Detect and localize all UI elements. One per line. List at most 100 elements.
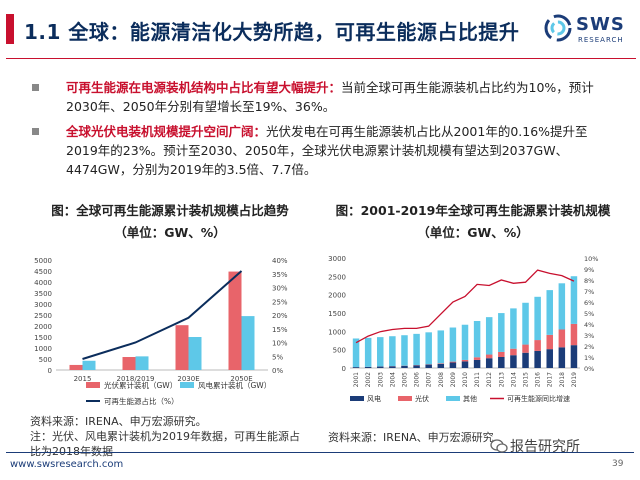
bar-segment — [534, 340, 541, 351]
legend-label: 风电累计装机（GW） — [198, 380, 271, 390]
y2-tick-label: 40% — [272, 257, 288, 265]
legend-label: 可再生能源同比增速 — [507, 394, 570, 403]
legend-label: 光伏 — [415, 394, 429, 403]
bar-segment — [473, 357, 481, 360]
y-tick-label: 4000 — [34, 279, 52, 287]
bar-segment — [461, 361, 469, 368]
y2-tick-label: 30% — [272, 285, 288, 293]
right-chart-title: 图：2001-2019年全球可再生能源累计装机规模 （单位：GW、%） — [318, 200, 628, 244]
bar-segment — [461, 359, 469, 362]
page-number: 39 — [612, 459, 624, 469]
bar-segment — [364, 337, 372, 367]
bar — [69, 364, 83, 370]
bullet-square-icon — [32, 128, 39, 135]
bar-segment — [558, 283, 566, 330]
bar-segment — [425, 332, 432, 365]
line-series — [355, 269, 575, 344]
bar-segment — [558, 329, 566, 348]
x-tick-label: 2016 — [535, 372, 542, 387]
y2-tick-label: 5% — [584, 310, 594, 318]
y-tick-label: 0 — [48, 367, 52, 375]
bullet-item: 可再生能源在电源装机结构中占比有望大幅提升：当前全球可再生能源装机占比约为10%… — [28, 78, 618, 116]
x-tick-label: 2007 — [426, 372, 433, 387]
x-tick-label: 2005 — [401, 372, 408, 387]
bar-segment — [401, 335, 408, 366]
y2-tick-label: 0% — [584, 365, 594, 373]
bar-segment — [389, 366, 396, 368]
bar-segment — [352, 338, 360, 368]
left-source-line2: 注：光伏、风电累计装机为2019年数据，可再生能源占 — [30, 430, 300, 443]
y-tick-label: 2500 — [328, 273, 346, 281]
legend-swatch — [86, 382, 100, 388]
right-chart-title-line1: 图：2001-2019年全球可再生能源累计装机规模 — [335, 203, 611, 218]
x-tick-label: 2017 — [547, 372, 554, 387]
y2-tick-label: 2% — [584, 343, 594, 351]
bar-segment — [352, 367, 360, 368]
x-tick-label: 2009 — [450, 372, 457, 387]
bar-segment — [425, 364, 432, 368]
bar-segment — [377, 366, 384, 368]
bar — [241, 316, 255, 370]
y-tick-label: 3500 — [34, 290, 52, 298]
header: 1.1 全球：能源清洁化大势所趋，可再生能源占比提升 SWS RESEARCH — [0, 0, 640, 56]
bar-segment — [546, 349, 553, 368]
bar-segment — [377, 337, 384, 367]
x-tick-label: 2002 — [365, 372, 372, 387]
bar-segment — [449, 362, 457, 368]
legend-label: 可再生能源占比（%） — [104, 396, 179, 406]
bar-segment — [570, 323, 578, 346]
bar-segment — [498, 351, 505, 357]
bar-segment — [510, 348, 517, 356]
logo-subtitle: RESEARCH — [578, 36, 624, 44]
y2-tick-label: 5% — [272, 353, 283, 361]
y2-tick-label: 15% — [272, 326, 288, 334]
logo-swirl-icon — [544, 14, 572, 42]
legend-label: 光伏累计装机（GW） — [104, 380, 177, 390]
x-tick-label: 2013 — [498, 372, 505, 387]
bar — [122, 357, 136, 370]
bar-segment — [437, 363, 445, 364]
y2-tick-label: 0% — [272, 367, 283, 375]
bar-segment — [485, 358, 493, 368]
x-tick-label: 2010 — [462, 372, 469, 387]
y2-tick-label: 4% — [584, 321, 594, 329]
left-chart-title: 图：全球可再生能源累计装机规模占比趋势 （单位：GW、%） — [20, 200, 320, 244]
left-chart-title-line2: （单位：GW、%） — [114, 225, 226, 240]
y-tick-label: 500 — [333, 347, 346, 355]
y-tick-label: 2000 — [34, 323, 52, 331]
left-source-line3: 比为2018年数据 — [30, 445, 113, 458]
x-tick-label: 2006 — [414, 372, 421, 387]
right-chart-title-line2: （单位：GW、%） — [417, 225, 529, 240]
y-tick-label: 4500 — [34, 268, 52, 276]
bar-segment — [413, 365, 420, 368]
bar-segment — [449, 327, 457, 362]
x-tick-label: 2030E — [177, 375, 199, 383]
left-source-line1: 资料来源：IRENA、申万宏源研究。 — [30, 415, 207, 428]
x-tick-label: 2001 — [353, 372, 360, 387]
y-tick-label: 2000 — [328, 292, 346, 300]
bar-segment — [498, 357, 505, 368]
bar — [135, 356, 149, 370]
y2-tick-label: 1% — [584, 354, 594, 362]
y2-tick-label: 7% — [584, 288, 594, 296]
bar-segment — [522, 344, 529, 353]
bar-segment — [522, 352, 529, 368]
bullet-text: 光伏发电在可再生能源装机占比从2001年的0.16%提升至2019年的23%。预… — [66, 124, 588, 177]
y-tick-label: 0 — [342, 365, 346, 373]
bar-segment — [546, 334, 553, 350]
page-title: 1.1 全球：能源清洁化大势所趋，可再生能源占比提升 — [24, 20, 520, 44]
bar-segment — [534, 296, 541, 341]
legend-swatch — [350, 396, 364, 401]
footer-url[interactable]: www.swsresearch.com — [10, 459, 124, 470]
header-divider — [6, 58, 636, 59]
bar-segment — [413, 333, 420, 366]
legend-label: 其他 — [463, 394, 477, 403]
bar-segment — [449, 361, 457, 363]
bar-segment — [570, 276, 578, 324]
y2-tick-label: 20% — [272, 312, 288, 320]
y2-tick-label: 9% — [584, 266, 594, 274]
y-tick-label: 1500 — [328, 310, 346, 318]
x-tick-label: 2018/2019 — [117, 375, 155, 383]
sws-logo: SWS RESEARCH — [540, 10, 638, 54]
left-chart-source: 资料来源：IRENA、申万宏源研究。 注：光伏、风电累计装机为2019年数据，可… — [30, 414, 330, 459]
